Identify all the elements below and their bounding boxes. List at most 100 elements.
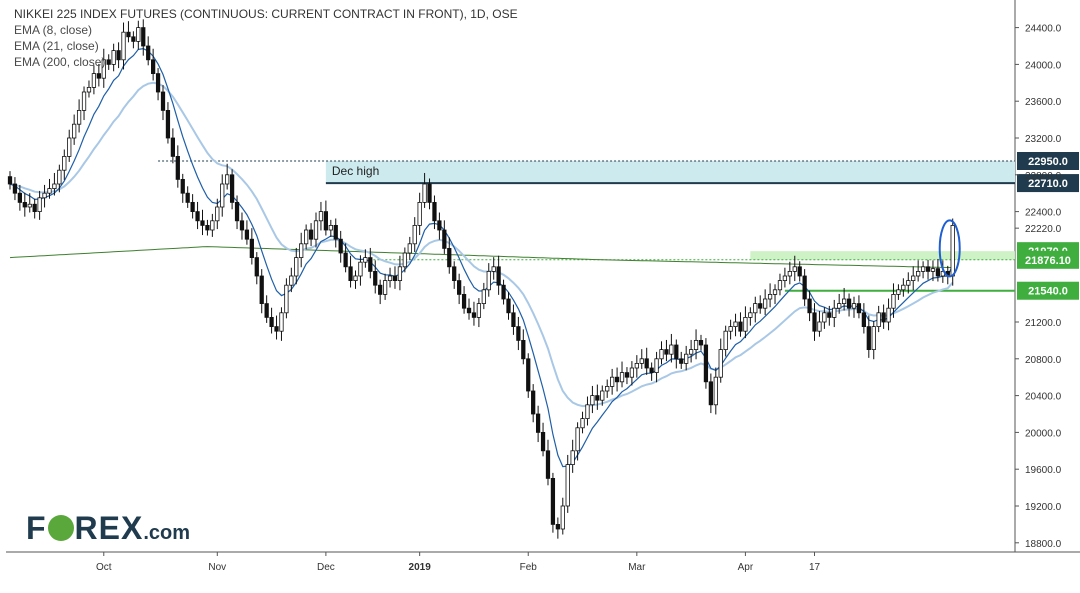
candle-body xyxy=(807,298,812,314)
candle-body xyxy=(856,303,862,314)
y-tick-label: 23600.0 xyxy=(1025,97,1062,108)
candle-body xyxy=(802,275,807,300)
candle-body xyxy=(121,31,126,61)
price-label-text: 22710.0 xyxy=(1028,178,1068,190)
candle-body xyxy=(32,203,37,213)
candle-body xyxy=(37,197,42,213)
candle-body xyxy=(299,243,304,259)
legend-ema8: EMA (8, close) xyxy=(14,23,93,37)
candle-body xyxy=(220,183,225,208)
candle-body xyxy=(644,358,649,369)
candle-body xyxy=(654,358,659,373)
candle-body xyxy=(155,73,161,93)
candle-body xyxy=(679,358,684,364)
candle-body xyxy=(269,316,274,327)
candle-body xyxy=(397,266,403,281)
candle-body xyxy=(916,270,921,277)
candle-body xyxy=(535,413,541,433)
candle-body xyxy=(91,73,97,88)
candle-body xyxy=(457,280,462,295)
candle-body xyxy=(792,266,797,272)
candle-body xyxy=(200,220,205,226)
y-tick-label: 20000.0 xyxy=(1025,428,1062,439)
candle-body xyxy=(323,211,329,231)
candle-body xyxy=(575,427,580,452)
candle-body xyxy=(210,220,215,231)
candle-body xyxy=(506,298,511,314)
candle-body xyxy=(501,284,506,300)
candle-body xyxy=(229,174,235,203)
price-label-box xyxy=(1017,250,1079,269)
candle-body xyxy=(111,50,116,65)
y-tick-label: 18800.0 xyxy=(1025,539,1062,550)
chart-title: NIKKEI 225 INDEX FUTURES (CONTINUOUS: CU… xyxy=(14,7,518,21)
candle-body xyxy=(876,312,881,327)
candle-body xyxy=(486,270,491,291)
candle-body xyxy=(639,358,644,364)
ema200-line xyxy=(9,246,953,269)
candle-body xyxy=(664,349,669,355)
candle-body xyxy=(871,326,876,351)
y-tick-label: 20800.0 xyxy=(1025,355,1062,366)
candle-body xyxy=(886,307,891,323)
price-label-text: 22950.0 xyxy=(1028,156,1068,168)
resistance-zone xyxy=(750,251,1015,260)
candle-body xyxy=(930,268,936,272)
candle-body xyxy=(244,229,250,240)
candle-body xyxy=(175,155,180,180)
candle-body xyxy=(526,358,531,392)
candle-body xyxy=(12,183,18,194)
candle-body xyxy=(911,275,916,281)
candle-body xyxy=(180,178,185,194)
candle-body xyxy=(447,247,452,268)
candle-body xyxy=(215,206,220,222)
candle-body xyxy=(481,289,486,304)
x-tick-label: Nov xyxy=(208,562,226,573)
candle-body xyxy=(358,261,363,277)
price-label-text: 21540.0 xyxy=(1028,286,1068,298)
candle-body xyxy=(170,137,176,157)
candle-body xyxy=(896,289,901,295)
candle-body xyxy=(348,266,353,281)
candle-body xyxy=(748,312,753,318)
candle-body xyxy=(659,349,664,360)
candle-body xyxy=(318,211,324,222)
candle-body xyxy=(427,183,432,203)
candle-body xyxy=(595,395,600,401)
candle-body xyxy=(131,36,136,42)
candle-body xyxy=(723,330,728,351)
candle-body xyxy=(634,362,639,369)
candle-body xyxy=(106,59,111,65)
candle-body xyxy=(373,270,378,286)
y-tick-label: 21200.0 xyxy=(1025,318,1062,329)
candle-body xyxy=(72,123,77,139)
candle-body xyxy=(466,307,472,314)
candle-body xyxy=(787,270,792,277)
candle-body xyxy=(713,376,718,406)
candle-body xyxy=(817,321,822,332)
candle-body xyxy=(496,266,501,286)
candle-body xyxy=(565,464,570,507)
x-tick-label: 17 xyxy=(809,562,821,573)
candle-body xyxy=(96,73,101,79)
candle-body xyxy=(392,275,398,281)
candle-body xyxy=(614,376,620,383)
y-tick-label: 22400.0 xyxy=(1025,208,1062,219)
candle-body xyxy=(521,339,526,360)
candle-body xyxy=(249,238,254,258)
candle-body xyxy=(881,312,886,323)
y-tick-label: 19600.0 xyxy=(1025,465,1062,476)
candle-body xyxy=(822,312,827,323)
candle-body xyxy=(402,252,407,268)
candle-body xyxy=(412,224,417,245)
candle-body xyxy=(649,367,654,373)
candle-body xyxy=(718,349,723,378)
candle-body xyxy=(259,275,264,305)
candle-body xyxy=(629,367,635,378)
candle-body xyxy=(47,188,52,194)
candle-body xyxy=(753,303,758,314)
candle-body xyxy=(234,201,240,222)
candle-body xyxy=(797,266,802,277)
candle-body xyxy=(165,110,171,139)
